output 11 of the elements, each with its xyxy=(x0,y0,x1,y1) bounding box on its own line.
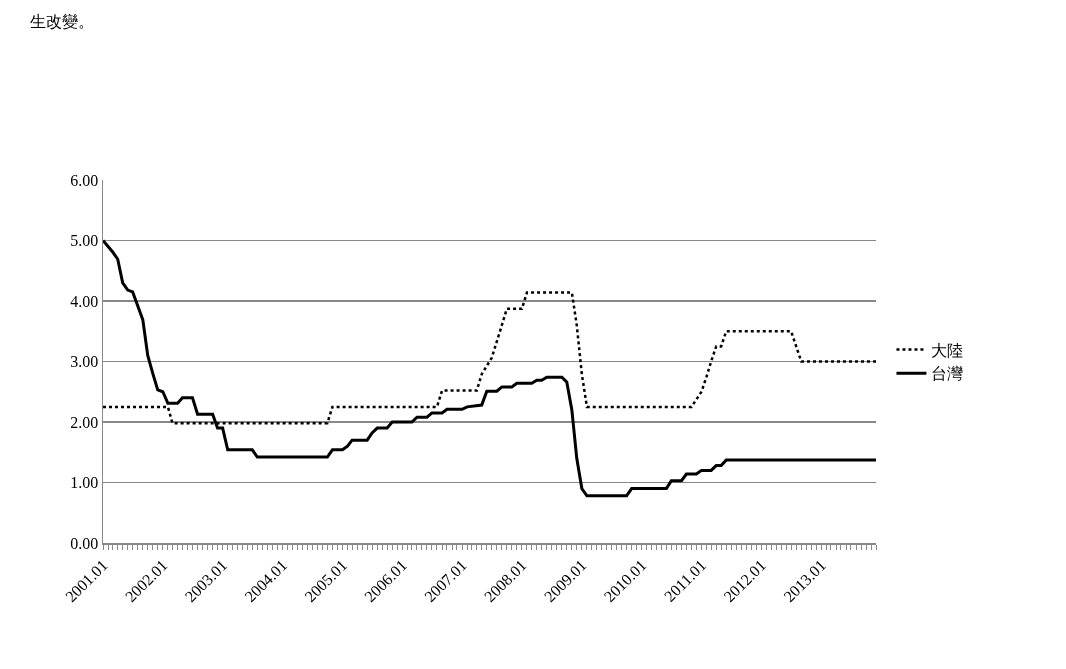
y-tick-label: 0.00 xyxy=(70,534,99,552)
text: 生改變。 xyxy=(30,13,94,30)
y-tick-label: 5.00 xyxy=(70,232,99,250)
y-tick-label: 3.00 xyxy=(70,353,99,371)
y-tick-label: 6.00 xyxy=(70,171,99,189)
legend-label: 台灣 xyxy=(931,365,964,383)
y-tick-label: 2.00 xyxy=(70,413,99,431)
y-tick-label: 4.00 xyxy=(70,292,99,310)
y-tick-label: 1.00 xyxy=(70,474,99,492)
legend-label: 大陸 xyxy=(931,341,964,359)
line-series xyxy=(103,239,876,498)
